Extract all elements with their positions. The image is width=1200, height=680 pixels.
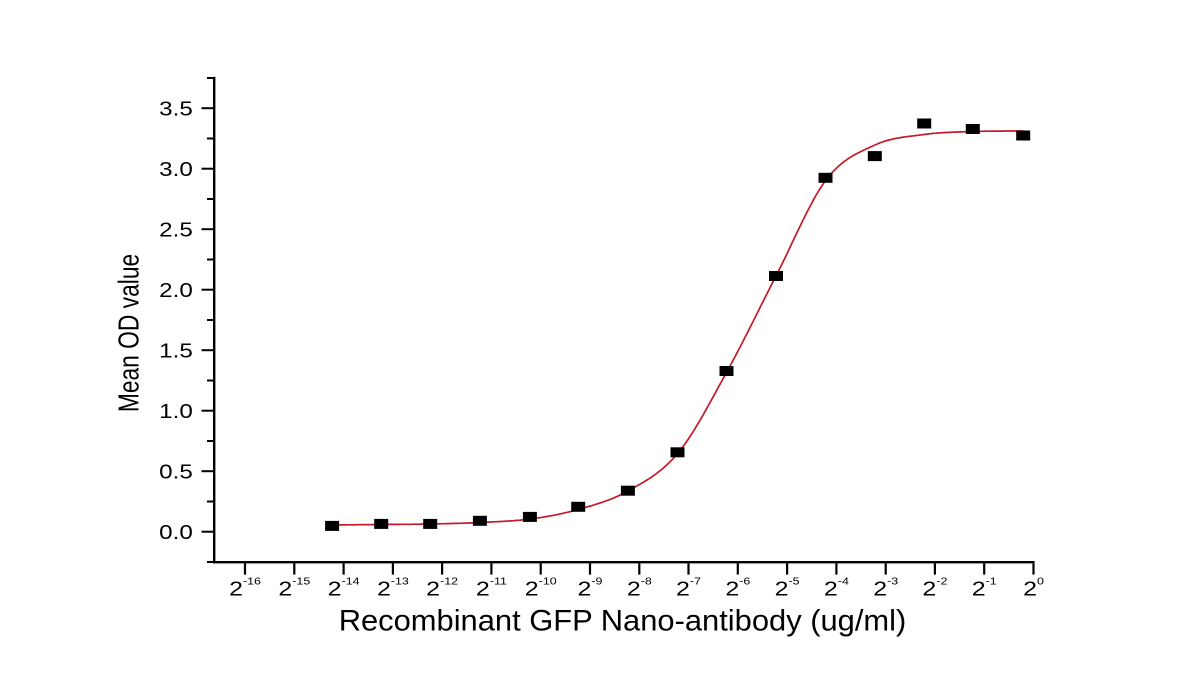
svg-text:2.0: 2.0 — [159, 279, 193, 302]
svg-text:3.5: 3.5 — [159, 97, 193, 120]
svg-text:2.5: 2.5 — [159, 218, 193, 241]
svg-text:Recombinant GFP Nano-antibody: Recombinant GFP Nano-antibody (ug/ml) — [339, 604, 907, 637]
svg-text:3.0: 3.0 — [159, 158, 193, 181]
svg-text:Mean OD value: Mean OD value — [112, 254, 145, 412]
svg-text:0.0: 0.0 — [159, 521, 193, 544]
svg-text:1.0: 1.0 — [159, 400, 193, 423]
svg-text:1.5: 1.5 — [159, 339, 193, 362]
svg-text:0.5: 0.5 — [159, 460, 193, 483]
